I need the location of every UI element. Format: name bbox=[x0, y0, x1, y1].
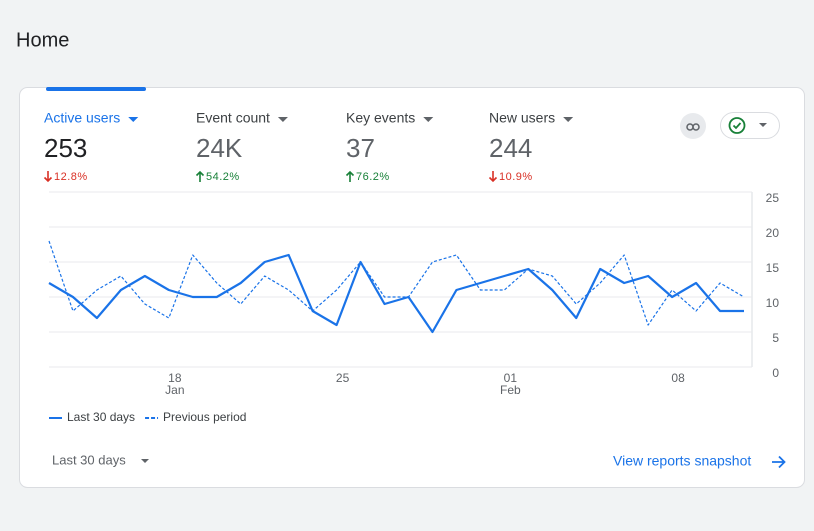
legend-item: Last 30 days bbox=[49, 410, 135, 424]
x-tick-label: 08 bbox=[671, 371, 685, 385]
range-dropdown[interactable]: Last 30 days bbox=[52, 452, 149, 467]
y-tick-label: 0 bbox=[772, 366, 779, 380]
metric-tab[interactable]: Active users 253 12.8% bbox=[43, 110, 139, 183]
selected-tab-bar bbox=[46, 87, 146, 91]
metric-label: Key events bbox=[346, 110, 415, 126]
trend-arrow bbox=[345, 170, 355, 182]
legend-label: Previous period bbox=[163, 410, 246, 424]
legend-label: Last 30 days bbox=[67, 410, 135, 424]
dropdown-arrow bbox=[423, 117, 434, 122]
status-dropdown[interactable] bbox=[720, 112, 780, 139]
range-label: Last 30 days bbox=[52, 452, 126, 467]
metric-tab[interactable]: New users 244 10.9% bbox=[488, 110, 574, 183]
metric-tab[interactable]: Event count 24K 54.2% bbox=[195, 110, 288, 183]
series-line bbox=[48, 253, 744, 334]
y-tick-label: 15 bbox=[766, 261, 780, 275]
x-tick-label: 01 bbox=[504, 371, 518, 385]
legend-item: Previous period bbox=[145, 410, 246, 424]
dropdown-arrow bbox=[563, 117, 574, 122]
y-tick-label: 25 bbox=[766, 191, 780, 205]
x-tick-label: 25 bbox=[336, 371, 350, 385]
metric-change: 54.2% bbox=[206, 171, 240, 183]
x-tick-label: 18 bbox=[168, 371, 182, 385]
trend-arrow bbox=[488, 171, 498, 183]
metric-value: 24K bbox=[196, 133, 243, 163]
trend-arrow bbox=[195, 170, 205, 182]
metric-value: 253 bbox=[44, 133, 87, 163]
link-text: View reports snapshot bbox=[613, 453, 751, 469]
trend-arrow bbox=[43, 171, 53, 183]
metric-value: 37 bbox=[346, 133, 375, 163]
dropdown-arrow bbox=[128, 117, 139, 122]
metric-value: 244 bbox=[489, 133, 532, 163]
x-month-label: Feb bbox=[500, 383, 521, 397]
page-title: Home bbox=[16, 29, 69, 51]
metric-label: Event count bbox=[196, 110, 270, 126]
insights-button[interactable] bbox=[680, 113, 706, 139]
metric-label: New users bbox=[489, 110, 555, 126]
metric-change: 10.9% bbox=[499, 171, 533, 183]
y-tick-label: 10 bbox=[766, 296, 780, 310]
metric-tab[interactable]: Key events 37 76.2% bbox=[345, 110, 434, 183]
metric-change: 76.2% bbox=[356, 171, 390, 183]
view-snapshot-link[interactable]: View reports snapshot bbox=[613, 453, 786, 469]
x-month-label: Jan bbox=[165, 383, 184, 397]
dropdown-arrow bbox=[277, 117, 288, 122]
metric-label: Active users bbox=[44, 110, 120, 126]
metric-change: 12.8% bbox=[54, 171, 88, 183]
card bbox=[19, 87, 805, 488]
y-tick-label: 5 bbox=[772, 331, 779, 345]
y-tick-label: 20 bbox=[766, 226, 780, 240]
